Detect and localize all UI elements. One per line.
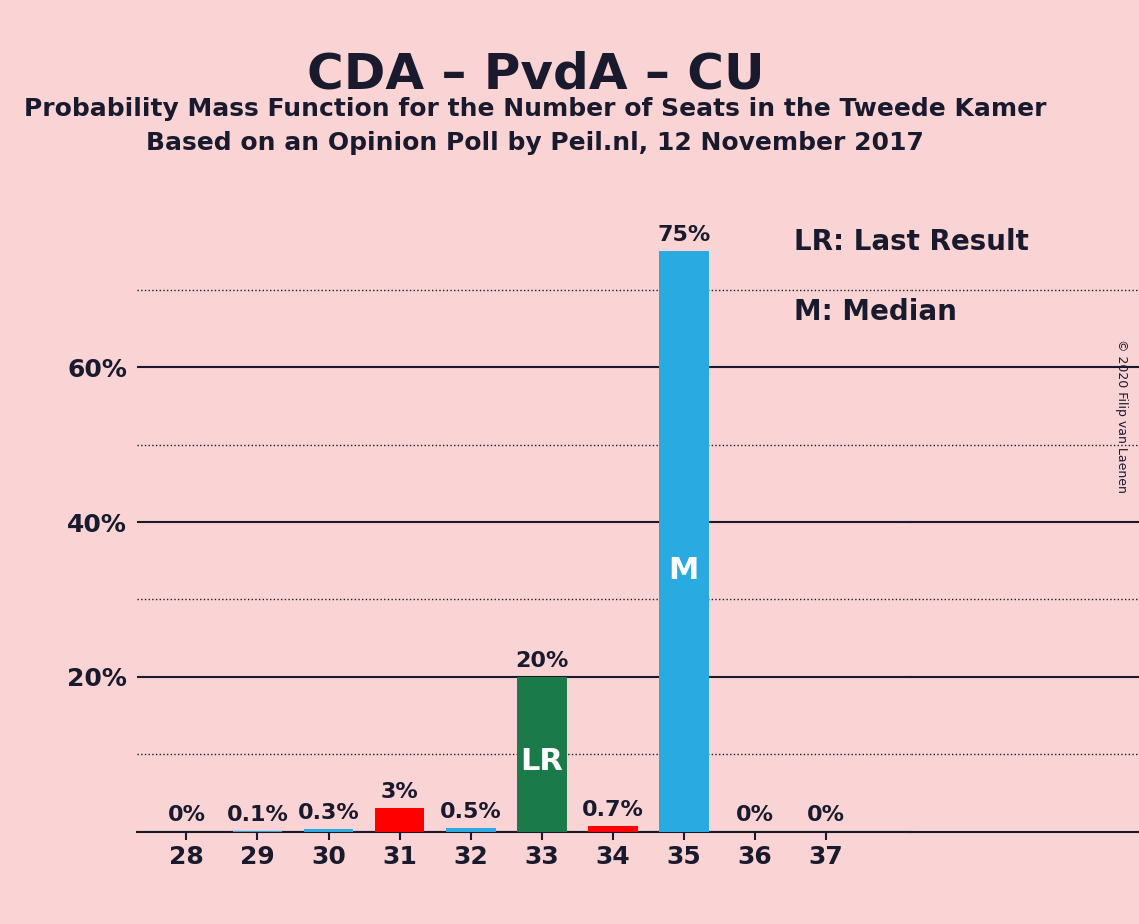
- Bar: [445, 828, 495, 832]
- Text: 0.3%: 0.3%: [297, 803, 360, 823]
- Text: CDA – PvdA – CU: CDA – PvdA – CU: [306, 51, 764, 99]
- Text: LR: Last Result: LR: Last Result: [794, 228, 1029, 256]
- Text: Based on an Opinion Poll by Peil.nl, 12 November 2017: Based on an Opinion Poll by Peil.nl, 12 …: [147, 131, 924, 155]
- Text: 0%: 0%: [736, 806, 773, 825]
- Text: 0.1%: 0.1%: [227, 805, 288, 824]
- Bar: [517, 676, 566, 832]
- Text: 20%: 20%: [515, 650, 568, 671]
- Text: 3%: 3%: [380, 783, 418, 802]
- Text: M: M: [669, 556, 699, 585]
- Text: M: Median: M: Median: [794, 298, 957, 325]
- Bar: [588, 826, 638, 832]
- Text: 0%: 0%: [806, 806, 845, 825]
- Text: 0%: 0%: [167, 806, 205, 825]
- Text: Probability Mass Function for the Number of Seats in the Tweede Kamer: Probability Mass Function for the Number…: [24, 97, 1047, 121]
- Bar: [659, 251, 708, 832]
- Text: 0.7%: 0.7%: [582, 800, 644, 820]
- Bar: [375, 808, 425, 832]
- Text: © 2020 Filip van Laenen: © 2020 Filip van Laenen: [1115, 339, 1129, 492]
- Bar: [304, 829, 353, 832]
- Text: 0.5%: 0.5%: [440, 801, 501, 821]
- Text: 75%: 75%: [657, 225, 711, 245]
- Text: LR: LR: [521, 748, 563, 776]
